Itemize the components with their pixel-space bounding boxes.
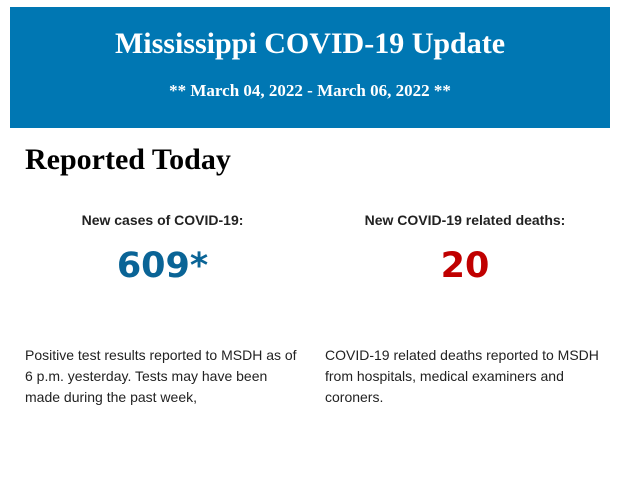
new-deaths-value: 20: [440, 246, 490, 286]
date-range: ** March 04, 2022 - March 06, 2022 **: [169, 81, 451, 100]
section-title: Reported Today: [25, 143, 231, 176]
header-banner: Mississippi COVID-19 Update ** March 04,…: [10, 7, 610, 128]
new-deaths-label: New COVID-19 related deaths:: [364, 212, 566, 228]
new-deaths-panel: New COVID-19 related deaths: 20 COVID-19…: [325, 212, 605, 405]
new-deaths-note: COVID-19 related deaths reported to MSDH…: [325, 347, 599, 405]
new-cases-value: 609*: [116, 246, 209, 286]
new-cases-panel: New cases of COVID-19: 609* Positive tes…: [25, 212, 305, 405]
new-cases-label: New cases of COVID-19:: [81, 212, 244, 228]
new-cases-note: Positive test results reported to MSDH a…: [25, 347, 297, 405]
page-title: Mississippi COVID-19 Update: [114, 27, 506, 60]
